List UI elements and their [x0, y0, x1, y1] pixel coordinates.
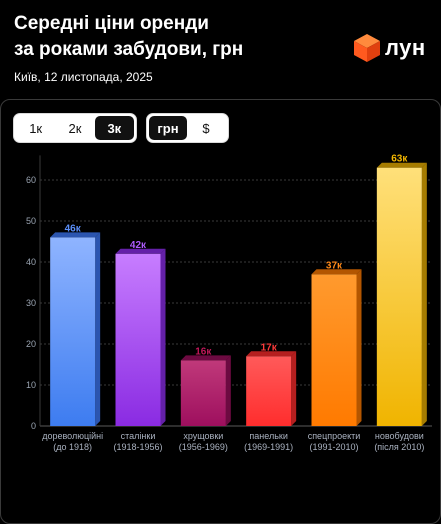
y-tick-label: 50 [26, 216, 36, 226]
bar [311, 274, 357, 426]
bar [180, 360, 226, 426]
x-tick-label: хрущовки [183, 431, 223, 441]
y-tick-label: 40 [26, 257, 36, 267]
rooms-selector: 1к 2к 3к [13, 113, 137, 143]
bar-chart: 0 10 20 30 40 50 60 46к дореволюційні(до 1918) 42… [26, 154, 432, 452]
header: Середні ціни оренди за роками забудови, … [0, 0, 441, 98]
x-tick-sublabel: (1991-2010) [309, 442, 358, 452]
rooms-option-2[interactable]: 2к [68, 120, 82, 136]
bar-side [291, 351, 297, 426]
bar-top [50, 232, 101, 238]
bar-side [95, 232, 101, 426]
bar-top [180, 355, 231, 361]
x-tick-label: сталінки [121, 431, 156, 441]
bar-value-label: 37к [326, 260, 343, 271]
rooms-option-3[interactable]: 3к [94, 116, 134, 140]
x-tick-label: дореволюційні [42, 431, 103, 441]
currency-option-uah[interactable]: грн [149, 116, 187, 140]
bar-value-label: 42к [130, 240, 147, 251]
y-tick-label: 60 [26, 175, 36, 185]
date-label: Київ, 12 листопада, 2025 [14, 70, 153, 84]
currency-selector: грн $ [146, 113, 229, 143]
bar-top [115, 248, 166, 254]
x-tick-label: новобудови [375, 431, 424, 441]
bar-value-label: 16к [195, 346, 212, 357]
x-tick-sublabel: (1918-1956) [113, 442, 162, 452]
bar-side [225, 355, 231, 426]
bar [115, 253, 161, 426]
brand-logo[interactable]: лун [353, 33, 429, 65]
page-title: Середні ціни оренди за роками забудови, … [14, 11, 314, 63]
bar-side [421, 162, 427, 426]
bar [50, 237, 96, 426]
bar-side [356, 269, 362, 426]
x-tick-sublabel: (1956-1969) [179, 442, 228, 452]
y-tick-label: 30 [26, 298, 36, 308]
y-tick-label: 0 [31, 421, 36, 431]
y-tick-label: 20 [26, 339, 36, 349]
currency-option-usd[interactable]: $ [202, 120, 210, 136]
y-tick-label: 10 [26, 380, 36, 390]
bar [376, 167, 422, 426]
title-line-2: за роками забудови, грн [14, 39, 244, 60]
bar [246, 356, 292, 426]
bar-top [376, 162, 427, 168]
bar-value-label: 63к [391, 154, 408, 165]
x-tick-sublabel: (1969-1991) [244, 442, 293, 452]
x-tick-label: панельки [249, 431, 287, 441]
x-tick-sublabel: (після 2010) [374, 442, 424, 452]
bar-top [311, 269, 362, 275]
x-tick-sublabel: (до 1918) [53, 442, 92, 452]
title-line-1: Середні ціни оренди [14, 13, 209, 34]
bar-value-label: 17к [261, 342, 278, 353]
rooms-option-1[interactable]: 1к [29, 120, 43, 136]
bar-value-label: 46к [65, 223, 82, 234]
brand-name: лун [385, 35, 426, 60]
x-tick-label: спецпроекти [308, 431, 361, 441]
cube-logo-icon [354, 34, 380, 62]
bar-top [246, 351, 297, 357]
bar-side [160, 248, 166, 426]
